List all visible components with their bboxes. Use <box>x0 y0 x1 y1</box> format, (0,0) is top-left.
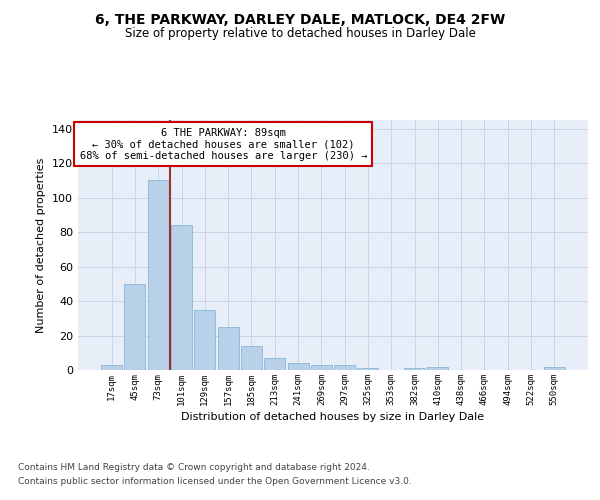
Bar <box>287 363 308 370</box>
Bar <box>148 180 169 370</box>
Bar <box>311 365 332 370</box>
Bar <box>218 327 239 370</box>
Text: Contains HM Land Registry data © Crown copyright and database right 2024.: Contains HM Land Registry data © Crown c… <box>18 462 370 471</box>
Text: 6 THE PARKWAY: 89sqm
← 30% of detached houses are smaller (102)
68% of semi-deta: 6 THE PARKWAY: 89sqm ← 30% of detached h… <box>80 128 367 160</box>
Text: 6, THE PARKWAY, DARLEY DALE, MATLOCK, DE4 2FW: 6, THE PARKWAY, DARLEY DALE, MATLOCK, DE… <box>95 12 505 26</box>
Bar <box>241 346 262 370</box>
Bar <box>404 368 425 370</box>
Bar <box>544 366 565 370</box>
Y-axis label: Number of detached properties: Number of detached properties <box>37 158 46 332</box>
Bar <box>427 366 448 370</box>
Bar <box>334 365 355 370</box>
Bar <box>194 310 215 370</box>
Bar <box>264 358 285 370</box>
Text: Distribution of detached houses by size in Darley Dale: Distribution of detached houses by size … <box>181 412 485 422</box>
Bar <box>101 365 122 370</box>
Text: Size of property relative to detached houses in Darley Dale: Size of property relative to detached ho… <box>125 28 475 40</box>
Bar <box>171 225 192 370</box>
Bar <box>358 368 379 370</box>
Text: Contains public sector information licensed under the Open Government Licence v3: Contains public sector information licen… <box>18 478 412 486</box>
Bar <box>124 284 145 370</box>
